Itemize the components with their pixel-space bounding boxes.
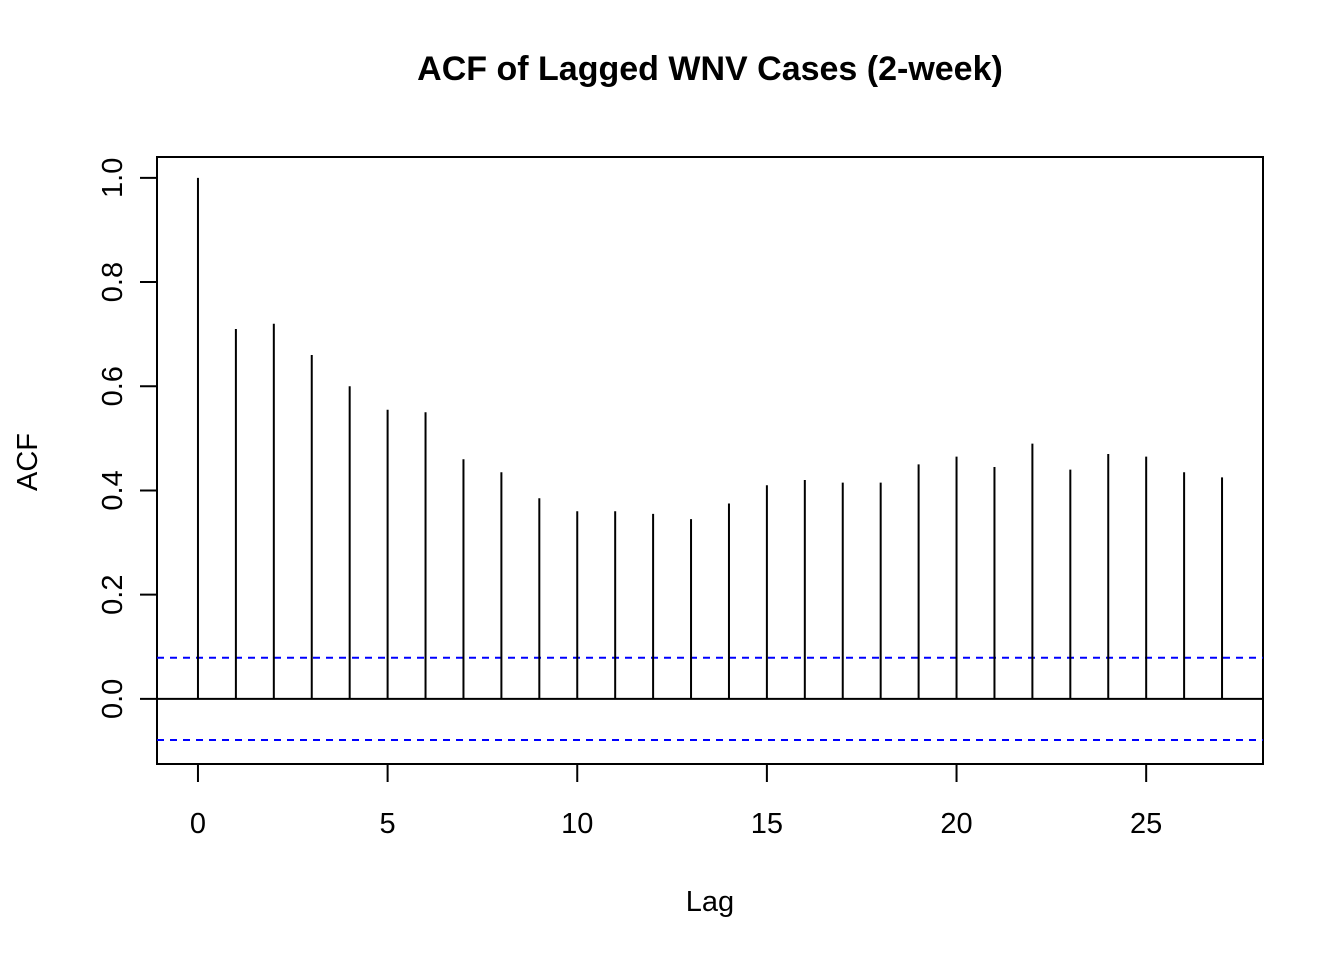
x-tick-label: 10: [561, 808, 593, 840]
acf-bars: [196, 177, 1224, 699]
plot-frame: [156, 156, 1264, 765]
y-axis-label: ACF: [12, 433, 44, 491]
x-tick-label: 20: [940, 808, 972, 840]
y-tick-label: 0.0: [97, 679, 129, 719]
y-axis: 0.0 0.2 0.4 0.6 0.8 1.0: [97, 158, 158, 719]
confidence-bounds: [157, 656, 1263, 742]
y-tick-label: 1.0: [97, 158, 129, 198]
x-tick-label: 15: [751, 808, 783, 840]
y-tick-label: 0.8: [97, 262, 129, 302]
x-axis: 0 5 10 15 20 25: [190, 763, 1162, 840]
chart-title: ACF of Lagged WNV Cases (2-week): [417, 50, 1003, 88]
x-tick-label: 5: [380, 808, 396, 840]
y-tick-label: 0.2: [97, 575, 129, 615]
x-tick-label: 25: [1130, 808, 1162, 840]
y-tick-label: 0.4: [97, 470, 129, 510]
y-tick-label: 0.6: [97, 366, 129, 406]
x-tick-label: 0: [190, 808, 206, 840]
x-axis-label: Lag: [686, 886, 734, 918]
